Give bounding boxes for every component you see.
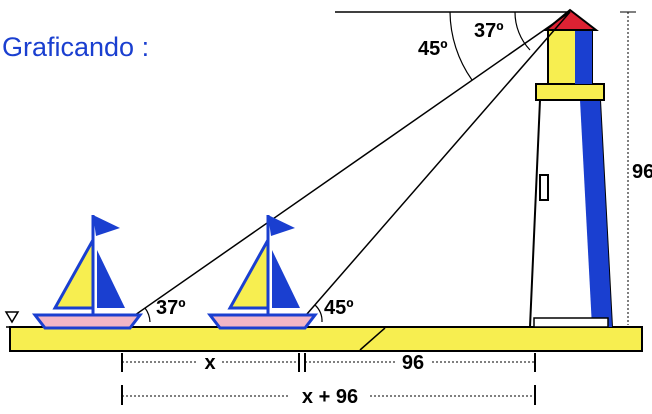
distance-label: 96 bbox=[402, 352, 424, 374]
ground bbox=[9, 326, 643, 352]
water-symbol bbox=[4, 311, 20, 328]
distance-label: x + 96 bbox=[302, 386, 358, 408]
sight-line bbox=[124, 11, 571, 323]
angle-label: 45º bbox=[324, 297, 354, 319]
angle-arc bbox=[449, 11, 473, 81]
angle-label: 37º bbox=[156, 297, 186, 319]
ground-mark bbox=[359, 327, 386, 351]
heading: Graficando : bbox=[2, 32, 149, 62]
sight-line bbox=[299, 11, 571, 323]
angle-arc bbox=[514, 11, 531, 51]
angle-arc bbox=[144, 307, 151, 323]
angle-arc bbox=[314, 304, 323, 323]
height-label: 96 bbox=[632, 161, 652, 183]
boat bbox=[31, 215, 144, 330]
boat bbox=[206, 215, 319, 330]
distance-label: x bbox=[204, 352, 215, 374]
angle-label: 37º bbox=[474, 20, 504, 42]
angle-label: 45º bbox=[418, 38, 448, 60]
lighthouse bbox=[528, 8, 614, 328]
dimension-lines bbox=[121, 353, 536, 405]
